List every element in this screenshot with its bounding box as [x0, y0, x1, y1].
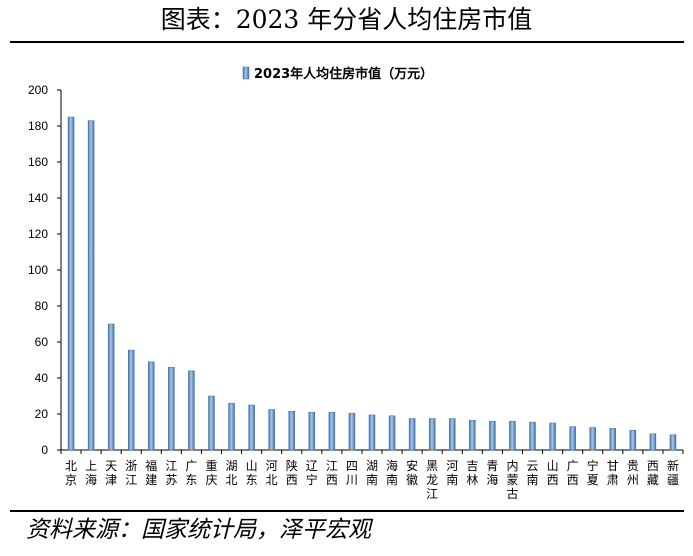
bar [569, 426, 576, 451]
x-category-label: 江西 [326, 459, 338, 487]
x-category-label: 重庆 [205, 459, 217, 487]
bar [107, 323, 115, 451]
y-tick-label: 0 [41, 443, 48, 457]
y-tick-label: 20 [35, 407, 49, 421]
bar [368, 414, 376, 451]
bar [188, 370, 195, 451]
bar-chart: 2023年人均住房市值（万元） 0 20 40 60 80 100 120 140 160 180… [28, 66, 684, 501]
x-category-label: 新疆 [667, 458, 679, 487]
y-tick-label: 140 [28, 191, 48, 205]
chart-bars [67, 116, 677, 451]
bar [308, 411, 316, 451]
bar [489, 420, 496, 451]
x-category-label: 江苏 [165, 459, 177, 487]
x-category-label: 河南 [446, 459, 458, 487]
x-category-label: 青海 [486, 459, 498, 487]
y-tick-label: 120 [28, 227, 48, 241]
x-category-label: 云南 [527, 459, 539, 487]
bar [428, 418, 436, 451]
bar [609, 428, 617, 451]
x-category-label: 海南 [386, 458, 398, 487]
x-category-label: 河北 [266, 459, 278, 487]
bar [469, 420, 476, 451]
bar [589, 427, 596, 451]
x-category-label: 山西 [547, 459, 559, 487]
x-category-label: 陕西 [286, 458, 298, 487]
y-tick-label: 60 [35, 335, 49, 349]
bar [328, 411, 336, 451]
bar [649, 433, 657, 451]
legend-swatch [242, 66, 250, 80]
x-category-label: 广西 [567, 459, 579, 487]
bar [388, 415, 396, 451]
x-category-label: 北京 [65, 459, 77, 487]
category-labels: 北京上海天津浙江福建江苏广东重庆湖北山东河北陕西辽宁江西四川湖南海南安徽黑龙江河… [65, 458, 679, 501]
bar [67, 116, 75, 451]
x-category-label: 内蒙古 [506, 459, 518, 501]
x-category-label: 四川 [346, 459, 358, 487]
source-rule [10, 510, 684, 512]
x-category-label: 天津 [105, 459, 117, 487]
x-category-label: 西藏 [647, 459, 659, 487]
title-rule [10, 41, 684, 43]
y-tick-label: 160 [28, 155, 48, 169]
x-category-label: 宁夏 [587, 458, 599, 487]
y-tick-label: 40 [35, 371, 49, 385]
x-category-label: 湖南 [366, 458, 378, 487]
x-category-label: 上海 [85, 459, 97, 487]
x-category-label: 广东 [185, 459, 197, 487]
x-category-label: 吉林 [466, 459, 478, 487]
bar [669, 434, 677, 451]
bar [449, 418, 456, 451]
bar [168, 366, 175, 451]
bar [248, 404, 255, 451]
y-tick-label: 200 [28, 83, 48, 97]
bar [228, 402, 235, 451]
x-category-label: 甘肃 [607, 459, 619, 487]
x-category-label: 贵州 [627, 459, 639, 487]
y-tick-label: 100 [28, 263, 48, 277]
bar [408, 418, 416, 451]
bar [127, 349, 135, 451]
x-category-label: 黑龙江 [426, 459, 438, 501]
legend-label: 2023年人均住房市值（万元） [254, 66, 433, 82]
chart-legend: 2023年人均住房市值（万元） [242, 66, 433, 82]
bar [509, 420, 516, 451]
bar [208, 395, 215, 451]
x-category-label: 浙江 [125, 459, 137, 487]
bar [629, 429, 637, 451]
chart-axes: 0 20 40 60 80 100 120 140 160 180 200 [28, 83, 684, 457]
bar [529, 421, 536, 451]
x-category-label: 山东 [246, 459, 258, 487]
y-tick-label: 80 [35, 299, 49, 313]
figure-title: 图表：2023 年分省人均住房市值 [160, 5, 533, 34]
x-category-label: 福建 [145, 458, 157, 487]
bar [148, 361, 155, 451]
bar [87, 120, 95, 451]
x-category-label: 湖北 [226, 458, 238, 487]
bar [268, 409, 275, 451]
x-category-label: 安徽 [406, 458, 418, 487]
bar [288, 411, 295, 451]
bar [348, 412, 356, 451]
x-category-label: 辽宁 [306, 459, 318, 487]
bar [549, 422, 556, 451]
y-tick-label: 180 [28, 119, 48, 133]
source-note: 资料来源：国家统计局，泽平宏观 [26, 517, 371, 543]
